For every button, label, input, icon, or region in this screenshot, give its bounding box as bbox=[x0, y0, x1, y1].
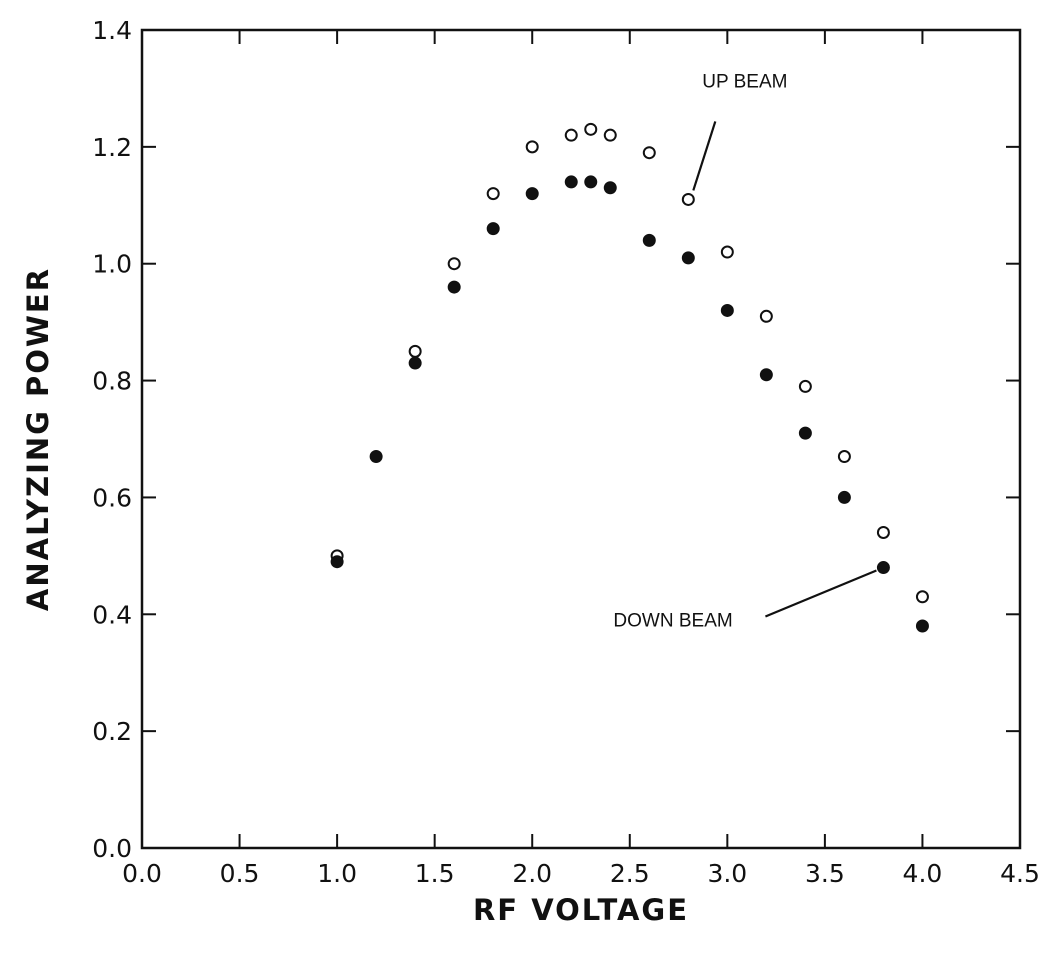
up-beam-point bbox=[837, 450, 851, 464]
x-tick-label: 1.0 bbox=[317, 859, 357, 888]
down-beam-point bbox=[720, 303, 734, 317]
up-beam-point bbox=[876, 525, 890, 539]
down-beam-point bbox=[564, 175, 578, 189]
down-beam-point bbox=[330, 555, 344, 569]
up-beam-point bbox=[915, 590, 929, 604]
y-tick-labels: 0.0 0.2 0.4 0.6 0.8 1.0 1.2 1.4 bbox=[92, 16, 132, 863]
down-beam-leader bbox=[765, 569, 877, 618]
up-beam-point bbox=[681, 192, 695, 206]
down-beam-point bbox=[642, 233, 656, 247]
plot-frame bbox=[140, 28, 1022, 850]
x-tick-label: 0.0 bbox=[122, 859, 162, 888]
annotations: UP BEAM DOWN BEAM bbox=[613, 71, 877, 632]
x-tick-label: 0.5 bbox=[220, 859, 260, 888]
x-axis-title: RF VOLTAGE bbox=[473, 893, 689, 927]
up-beam-point bbox=[798, 379, 812, 393]
y-tick-label: 0.6 bbox=[92, 483, 132, 512]
x-tick-label: 1.5 bbox=[415, 859, 455, 888]
up-beam-point bbox=[584, 122, 598, 136]
down-beam-annotation: DOWN BEAM bbox=[613, 611, 732, 632]
up-beam-point bbox=[486, 187, 500, 201]
x-tick-label: 3.0 bbox=[707, 859, 747, 888]
axis-ticks bbox=[142, 30, 1020, 848]
down-beam-point bbox=[408, 356, 422, 370]
up-beam-point bbox=[447, 257, 461, 271]
y-tick-label: 0.2 bbox=[92, 717, 132, 746]
series-down-beam bbox=[330, 175, 929, 633]
down-beam-point bbox=[486, 222, 500, 236]
up-beam-leader bbox=[692, 121, 717, 191]
y-tick-label: 0.4 bbox=[92, 600, 132, 629]
x-tick-label: 4.0 bbox=[903, 859, 943, 888]
y-tick-label: 0.0 bbox=[92, 834, 132, 863]
down-beam-point bbox=[603, 181, 617, 195]
up-beam-point bbox=[759, 309, 773, 323]
series-up-beam bbox=[330, 122, 929, 604]
down-beam-point bbox=[681, 251, 695, 265]
down-beam-point bbox=[369, 450, 383, 464]
down-beam-point bbox=[798, 426, 812, 440]
down-beam-point bbox=[525, 187, 539, 201]
up-beam-point bbox=[720, 245, 734, 259]
x-tick-label: 3.5 bbox=[805, 859, 845, 888]
down-beam-point bbox=[876, 561, 890, 575]
x-tick-label: 4.5 bbox=[1000, 859, 1040, 888]
up-beam-point bbox=[408, 344, 422, 358]
up-beam-annotation: UP BEAM bbox=[702, 71, 787, 92]
y-tick-label: 0.8 bbox=[92, 367, 132, 396]
up-beam-point bbox=[642, 146, 656, 160]
series-layer bbox=[330, 122, 929, 633]
down-beam-point bbox=[447, 280, 461, 294]
down-beam-point bbox=[837, 490, 851, 504]
x-tick-labels: 0.0 0.5 1.0 1.5 2.0 2.5 3.0 3.5 4.0 4.5 bbox=[122, 859, 1040, 888]
down-beam-point bbox=[584, 175, 598, 189]
y-axis-title: ANALYZING POWER bbox=[21, 267, 55, 611]
y-tick-label: 1.4 bbox=[92, 16, 132, 45]
up-beam-point bbox=[564, 128, 578, 142]
y-tick-label: 1.2 bbox=[92, 133, 132, 162]
y-tick-label: 1.0 bbox=[92, 250, 132, 279]
down-beam-point bbox=[915, 619, 929, 633]
up-beam-point bbox=[525, 140, 539, 154]
x-tick-label: 2.5 bbox=[610, 859, 650, 888]
down-beam-point bbox=[759, 368, 773, 382]
up-beam-point bbox=[603, 128, 617, 142]
x-tick-label: 2.0 bbox=[512, 859, 552, 888]
